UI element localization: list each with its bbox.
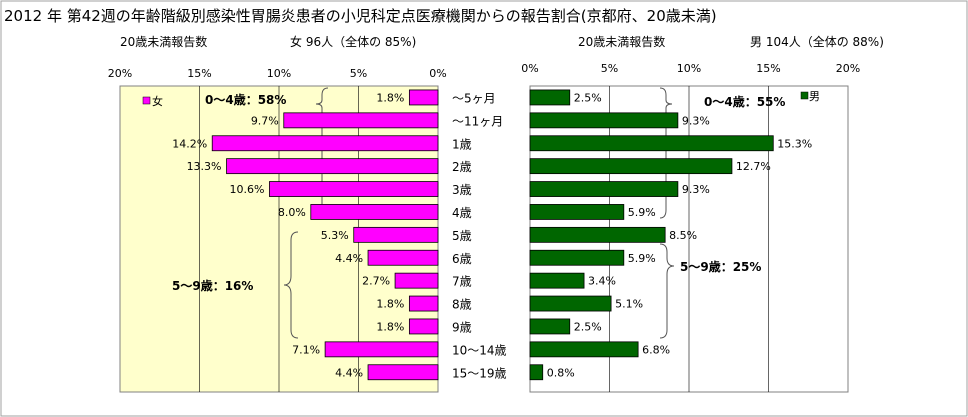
male-bar bbox=[529, 295, 612, 312]
male-bar bbox=[529, 89, 571, 106]
male-bar-label: 12.7% bbox=[736, 160, 771, 173]
male-brace-0-4 bbox=[659, 87, 673, 219]
female-brace-5-9 bbox=[283, 231, 299, 339]
male-brace-5-9 bbox=[659, 243, 675, 339]
female-bar-label: 4.4% bbox=[335, 252, 363, 265]
male-bar-label: 2.5% bbox=[574, 320, 602, 333]
female-bar-label: 4.4% bbox=[335, 366, 363, 379]
female-bar-label: 1.8% bbox=[376, 320, 404, 333]
female-bar bbox=[226, 158, 439, 175]
male-tick-label: 5% bbox=[601, 62, 618, 75]
male-bar bbox=[529, 158, 733, 175]
chart-title: 2012 年 第42週の年齢階級別感染性胃腸炎患者の小児科定点医療機関からの報告… bbox=[4, 7, 717, 25]
category-label: 6歳 bbox=[452, 252, 472, 266]
male-tick-labels: 0% 5% 10% 15% 20% bbox=[521, 62, 860, 75]
male-5-9-annotation: 5～9歳：25% bbox=[680, 259, 761, 274]
category-label: 15～19歳 bbox=[452, 366, 507, 380]
category-label: 3歳 bbox=[452, 183, 472, 197]
female-bar-label: 7.1% bbox=[292, 343, 320, 356]
male-tick-label: 20% bbox=[836, 62, 860, 75]
male-bar-label: 8.5% bbox=[669, 229, 697, 242]
female-tick-label: 20% bbox=[108, 67, 132, 80]
female-bar bbox=[211, 135, 439, 152]
male-legend-label: 男 bbox=[809, 90, 820, 103]
female-tick-label: 10% bbox=[267, 67, 291, 80]
male-header-total: 男 104人（全体の 88%) bbox=[750, 34, 884, 49]
female-bar bbox=[367, 249, 439, 266]
female-bar-label: 10.6% bbox=[230, 183, 265, 196]
female-bar bbox=[367, 364, 439, 381]
category-labels: ～5ヶ月 ～11ヶ月 1歳 2歳 3歳 4歳 5歳 6歳 7歳 8歳 9歳 10～14歳 15～19歳 bbox=[452, 91, 507, 380]
male-bar-label: 2.5% bbox=[574, 91, 602, 104]
male-bar bbox=[529, 341, 639, 358]
female-legend: 女 bbox=[142, 94, 163, 108]
female-bar-label: 9.7% bbox=[251, 114, 279, 127]
female-tick-labels: 0% 5% 10% 15% 20% bbox=[108, 67, 447, 80]
category-label: 8歳 bbox=[452, 298, 472, 312]
category-label: 5歳 bbox=[452, 229, 472, 243]
male-bar-label: 5.9% bbox=[628, 206, 656, 219]
category-label: ～5ヶ月 bbox=[452, 91, 496, 105]
male-bar-label: 9.3% bbox=[682, 114, 710, 127]
male-bar-label: 3.4% bbox=[588, 275, 616, 288]
female-bar-label: 5.3% bbox=[321, 229, 349, 242]
female-bar bbox=[310, 204, 439, 220]
female-legend-label: 女 bbox=[152, 94, 163, 108]
female-5-9-annotation: 5～9歳：16% bbox=[172, 278, 253, 293]
category-label: 9歳 bbox=[452, 320, 472, 334]
category-label: 2歳 bbox=[452, 160, 472, 174]
male-bar bbox=[529, 135, 774, 152]
female-bar-label: 1.8% bbox=[376, 91, 404, 104]
female-0-4-annotation: 0～4歳：58% bbox=[205, 92, 286, 107]
female-bar bbox=[269, 181, 439, 197]
male-tick-label: 15% bbox=[756, 62, 780, 75]
category-label: 10～14歳 bbox=[452, 343, 507, 357]
male-bar bbox=[529, 249, 625, 266]
male-bar bbox=[529, 318, 571, 335]
male-bar-label: 15.3% bbox=[777, 137, 812, 150]
female-bar-label: 14.2% bbox=[172, 137, 207, 150]
male-bar-label: 0.8% bbox=[547, 366, 575, 379]
female-legend-swatch bbox=[142, 96, 151, 105]
female-tick-label: 15% bbox=[187, 67, 211, 80]
female-bar bbox=[408, 295, 439, 312]
category-label: ～11ヶ月 bbox=[452, 114, 503, 128]
female-bars: 1.8% 9.7% 14.2% 13.3% 10.6% 8.0% 5.3% 4.4% 2.7% 1… bbox=[172, 89, 439, 381]
male-bar-label: 5.9% bbox=[628, 252, 656, 265]
category-label: 1歳 bbox=[452, 137, 472, 151]
male-bar-label: 9.3% bbox=[682, 183, 710, 196]
female-bar bbox=[408, 318, 439, 335]
female-bar bbox=[283, 112, 439, 129]
male-header-count: 20歳未満報告数 bbox=[578, 34, 665, 49]
male-bar bbox=[529, 181, 679, 197]
male-tick-label: 10% bbox=[677, 62, 701, 75]
female-bar bbox=[394, 272, 439, 289]
female-bar bbox=[408, 89, 439, 106]
male-bar bbox=[529, 364, 544, 381]
female-bar-label: 8.0% bbox=[278, 206, 306, 219]
male-bar bbox=[529, 272, 585, 289]
female-bar bbox=[353, 226, 439, 243]
female-tick-label: 5% bbox=[350, 67, 367, 80]
male-bar bbox=[529, 112, 679, 129]
male-tick-label: 0% bbox=[521, 62, 538, 75]
female-header-count: 20歳未満報告数 bbox=[120, 34, 207, 49]
category-label: 4歳 bbox=[452, 206, 472, 220]
male-0-4-annotation: 0～4歳：55% bbox=[704, 94, 785, 109]
male-bars: 2.5% 9.3% 15.3% 12.7% 9.3% 5.9% 8.5% 5.9% 3.4% 5.… bbox=[529, 89, 812, 381]
female-bar bbox=[324, 341, 439, 358]
female-bar-label: 13.3% bbox=[187, 160, 222, 173]
male-bar-label: 6.8% bbox=[642, 343, 670, 356]
male-bar bbox=[529, 204, 625, 220]
male-bar bbox=[529, 226, 666, 243]
female-header-total: 女 96人（全体の 85%) bbox=[290, 34, 416, 49]
male-legend-swatch bbox=[800, 91, 809, 100]
male-legend: 男 bbox=[800, 90, 820, 103]
female-bar-label: 1.8% bbox=[376, 298, 404, 311]
female-tick-label: 0% bbox=[429, 67, 446, 80]
male-bar-label: 5.1% bbox=[615, 298, 643, 311]
female-bar-label: 2.7% bbox=[362, 275, 390, 288]
category-label: 7歳 bbox=[452, 275, 472, 289]
